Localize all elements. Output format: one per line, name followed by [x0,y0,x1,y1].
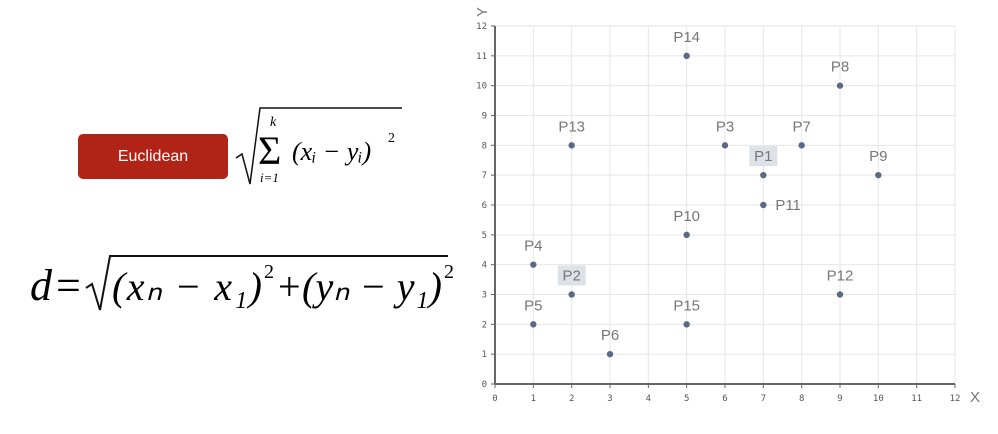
term-x: (xₙ − x₁) [112,264,262,309]
data-point-p10 [683,231,690,239]
y-tick-label: 12 [476,22,487,32]
equals-sign: = [56,261,81,310]
sum-lower: i=1 [260,170,279,185]
term-y: (yₙ − y₁) [302,264,442,309]
data-point-p6 [606,350,614,358]
point-label: P6 [601,327,619,344]
point-label: P12 [827,268,854,285]
x-tick-label: 0 [492,394,497,404]
point-label: P4 [524,238,542,255]
y-tick-label: 11 [476,52,487,62]
y-tick-label: 0 [482,380,487,390]
point-label-highlight [557,265,586,286]
y-tick-label: 7 [482,171,487,181]
data-point-p4 [530,261,537,268]
data-point-p8 [836,82,844,89]
y-tick-label: 6 [482,201,487,211]
point-label: P10 [673,208,700,225]
euclidean-button[interactable]: Euclidean [78,134,228,179]
x-axis-label: X [970,389,980,406]
data-point-p9 [875,171,882,179]
x-tick-label: 1 [531,394,536,404]
sigma-symbol: Σ [258,128,281,173]
point-label: P3 [716,118,734,135]
data-point-p11 [760,201,767,209]
data-point-p14 [683,52,690,60]
point-label: P1 [754,148,772,165]
x-tick-label: 4 [646,394,651,404]
x-tick-label: 9 [837,394,842,404]
x-tick-label: 3 [607,394,612,404]
point-label-highlight [749,146,778,167]
distance-formula: d = (xₙ − x₁) 2 + (yₙ − y₁) 2 [30,250,460,331]
sum-body: (xᵢ − yᵢ) [292,137,371,166]
point-label: P13 [558,118,585,135]
point-label: P15 [673,297,700,314]
data-point-p13 [568,142,575,149]
y-tick-label: 5 [482,231,487,241]
point-label: P14 [673,29,700,46]
point-label: P2 [562,268,580,285]
data-point-p1 [760,171,767,179]
x-tick-label: 11 [911,394,922,404]
x-tick-label: 6 [722,394,727,404]
y-tick-label: 3 [482,291,487,301]
y-tick-label: 1 [482,350,487,360]
sum-upper: k [270,115,277,130]
y-tick-label: 10 [476,82,487,92]
y-tick-label: 4 [482,261,487,271]
point-label: P9 [869,148,887,165]
data-point-p3 [721,142,729,149]
x-tick-label: 8 [799,394,804,404]
d-symbol: d [30,261,53,310]
x-tick-label: 7 [761,394,766,404]
y-tick-label: 8 [482,141,487,151]
point-label: P7 [792,118,810,135]
y-axis-label: Y [474,7,491,17]
euclidean-sum-formula: k Σ i=1 (xᵢ − yᵢ) 2 [230,100,410,195]
point-label: P11 [775,197,801,214]
sum-power: 2 [388,131,395,146]
x-tick-label: 10 [873,394,884,404]
data-point-p15 [683,321,690,328]
data-point-p7 [798,142,805,149]
data-point-p12 [836,291,844,298]
power-y: 2 [444,261,454,283]
y-tick-label: 2 [482,320,487,330]
x-tick-label: 2 [569,394,574,404]
x-tick-label: 12 [950,394,961,404]
y-tick-label: 9 [482,112,487,122]
x-tick-label: 5 [684,394,689,404]
power-x: 2 [264,261,274,283]
data-point-p2 [568,291,575,298]
plus-sign: + [278,264,301,309]
point-label: P8 [831,59,849,76]
data-point-p5 [530,321,537,328]
point-label: P5 [524,297,542,314]
